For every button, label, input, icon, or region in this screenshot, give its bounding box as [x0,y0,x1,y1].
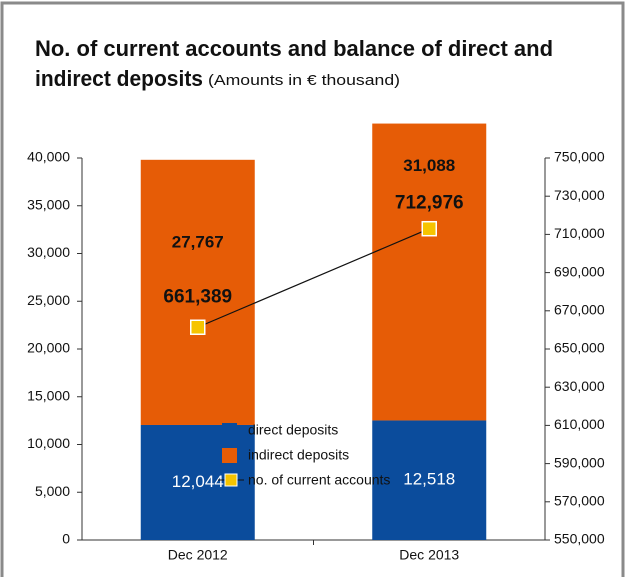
y2-tick-label: 710,000 [554,225,605,241]
legend-swatch [224,473,238,487]
line-marker [421,220,437,237]
legend-label: indirect deposits [248,447,349,463]
bar-segment [372,420,487,540]
x-tick-label: Dec 2013 [399,547,459,563]
y-tick-label: 10,000 [27,435,70,451]
x-tick-label: Dec 2012 [168,547,228,563]
line [197,228,430,328]
line-marker [190,319,206,335]
bar-segment [372,123,487,421]
y2-tick-label: 730,000 [554,187,605,203]
y2-tick-label: 590,000 [554,454,605,470]
legend-swatch [222,423,237,438]
y2-tick-label: 670,000 [554,302,605,318]
y-tick-label: 30,000 [27,244,70,260]
value-label: 712,976 [395,193,464,214]
y-tick-label: 20,000 [27,340,70,356]
y2-tick-label: 650,000 [554,340,605,356]
chart-title: indirect deposits [35,66,203,91]
y-tick-label: 0 [62,531,70,547]
legend-swatch [222,448,237,463]
y-tick-label: 25,000 [27,292,70,308]
y2-tick-label: 630,000 [554,378,605,394]
value-label: 661,389 [163,286,232,307]
legend-label: direct deposits [248,422,338,438]
y2-tick-label: 570,000 [554,493,605,509]
y-tick-label: 40,000 [27,149,70,165]
y2-tick-label: 550,000 [554,531,605,547]
chart-title: No. of current accounts and balance of d… [35,36,553,61]
value-label: 12,518 [403,470,455,489]
y-tick-label: 35,000 [27,196,70,212]
value-label: 31,088 [403,156,455,175]
value-label: 27,767 [172,232,224,251]
y2-tick-label: 690,000 [554,263,605,279]
bar-segment [140,159,255,425]
legend-label: no. of current accounts [248,472,390,488]
y2-tick-label: 610,000 [554,416,605,432]
y-tick-label: 5,000 [35,483,70,499]
y2-tick-label: 750,000 [554,149,605,165]
y-tick-label: 15,000 [27,387,70,403]
value-label: 12,044 [172,472,224,491]
chart-subtitle: (Amounts in € thousand) [208,72,400,89]
